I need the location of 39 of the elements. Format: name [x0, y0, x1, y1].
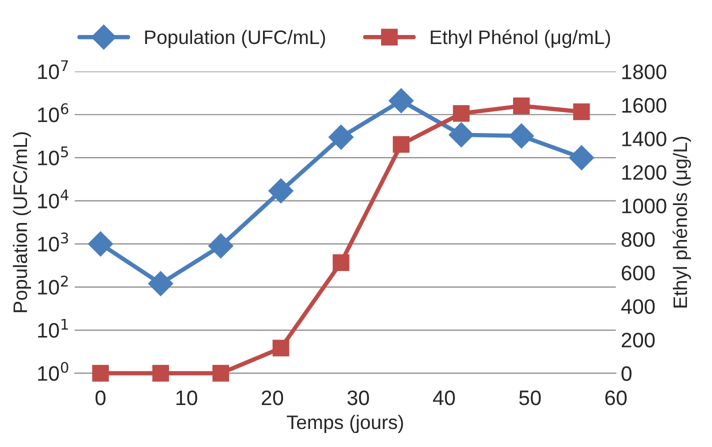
y2-tick-label: 1400: [622, 132, 666, 146]
point: [328, 124, 354, 150]
point: [88, 231, 114, 256]
y2-tick-label: 0: [622, 366, 632, 381]
point: [388, 88, 414, 114]
y-axis-title: Population (UFC/mL): [12, 132, 32, 312]
y2-tick-label: 600: [622, 266, 655, 280]
legend-label: Ethyl Phénol (μg/mL): [430, 30, 610, 48]
y2-tick-label: 800: [622, 232, 655, 247]
x-tick-label: 10: [176, 390, 198, 406]
legend-label: Population (UFC/mL): [145, 30, 326, 48]
y2-axis-title: Ethyl phénols (μg/L): [672, 136, 691, 308]
y2-tick-label: 400: [621, 299, 655, 314]
point: [268, 178, 294, 204]
y2-tick-label: 1600: [622, 98, 666, 113]
y2-tick-label: 1000: [622, 198, 666, 214]
y-tick-label: 10$^{5}$: [38, 146, 68, 166]
point: [148, 271, 174, 296]
point: [448, 122, 474, 148]
y-tick-label: 10$^{0}$: [38, 362, 68, 381]
x-tick-label: 50: [519, 390, 541, 406]
point: [208, 233, 234, 258]
y-tick-label: 10$^{6}$: [38, 103, 68, 122]
y2-tick-label: 1800: [622, 64, 666, 80]
x-tick-label: 0: [96, 390, 106, 406]
y2-tick-label: 200: [622, 332, 655, 348]
point: [508, 123, 534, 148]
x-axis-title: Temps (jours): [286, 414, 403, 434]
y-tick-label: 10$^{1}$: [38, 318, 68, 338]
x-tick-label: 30: [347, 390, 369, 406]
point: [569, 145, 594, 170]
y-tick-label: 10$^{7}$: [38, 60, 68, 80]
x-tick-label: 40: [432, 390, 455, 406]
y-tick-label: 10$^{2}$: [38, 276, 68, 295]
y-tick-label: 10$^{4}$: [38, 190, 68, 208]
y2-tick-label: 1200: [622, 165, 666, 180]
x-tick-label: 60: [605, 390, 627, 406]
x-tick-label: 20: [262, 390, 284, 406]
y-tick-label: 10$^{3}$: [38, 232, 68, 252]
